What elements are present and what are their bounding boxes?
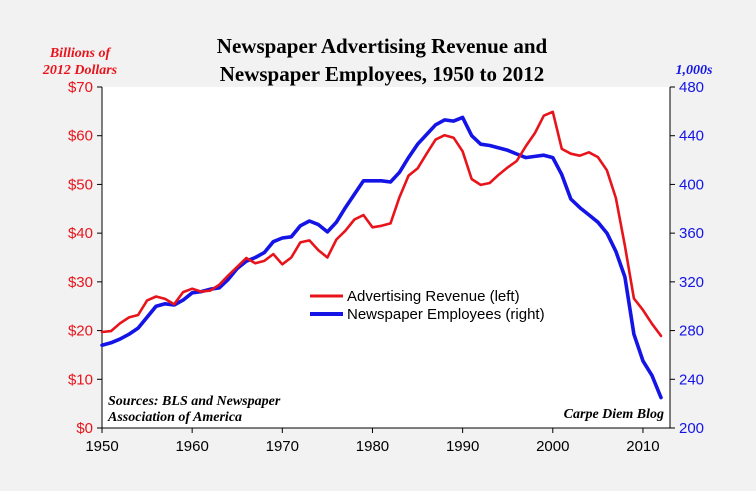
legend-label-revenue: Advertising Revenue (left)	[347, 288, 520, 305]
y-left-tick-label: $30	[68, 274, 93, 291]
y-right-tick-label: 440	[679, 128, 704, 145]
y-right-tick-label: 360	[679, 225, 704, 242]
series-advertising-revenue	[100, 110, 663, 338]
source-note-line1: Sources: BLS and Newspaper	[108, 394, 281, 409]
chart-title-line2: Newspaper Employees, 1950 to 2012	[220, 62, 545, 86]
credit-note: Carpe Diem Blog	[564, 407, 664, 422]
y-right-tick-label: 240	[679, 371, 704, 388]
x-tick-label: 2000	[536, 438, 569, 455]
y-left-tick-label: $10	[68, 371, 93, 388]
plot-area	[102, 87, 670, 428]
series-layer	[100, 110, 663, 400]
series-newspaper-employees	[100, 115, 663, 400]
y-left-tick-label: $70	[68, 79, 93, 96]
y-left-tick-label: $40	[68, 225, 93, 242]
y-right-tick-label: 200	[679, 420, 704, 437]
chart-title-line1: Newspaper Advertising Revenue and	[217, 34, 548, 58]
x-tick-label: 2010	[626, 438, 659, 455]
y-left-tick-label: $20	[68, 323, 93, 340]
right-axis-unit: 1,000s	[676, 63, 714, 78]
y-right-tick-label: 320	[679, 274, 704, 291]
y-left-tick-label: $0	[76, 420, 93, 437]
x-tick-label: 1970	[266, 438, 299, 455]
legend: Advertising Revenue (left) Newspaper Emp…	[310, 288, 545, 323]
y-right-tick-label: 480	[679, 79, 704, 96]
left-axis-unit-line2: 2012 Dollars	[42, 63, 118, 78]
source-note-line2: Association of America	[107, 410, 242, 425]
y-right-tick-label: 400	[679, 176, 704, 193]
axes: 1950 1960 1970 1980 1990 2000 2010 $0 $10 $20 $30 $…	[68, 79, 704, 455]
legend-label-employees: Newspaper Employees (right)	[347, 306, 545, 323]
x-tick-label: 1990	[446, 438, 479, 455]
y-left-tick-label: $60	[68, 128, 93, 145]
x-tick-label: 1950	[85, 438, 118, 455]
y-right-tick-label: 280	[679, 323, 704, 340]
y-left-tick-label: $50	[68, 176, 93, 193]
left-axis-unit-line1: Billions of	[49, 46, 112, 61]
x-tick-label: 1960	[175, 438, 208, 455]
x-tick-label: 1980	[356, 438, 389, 455]
